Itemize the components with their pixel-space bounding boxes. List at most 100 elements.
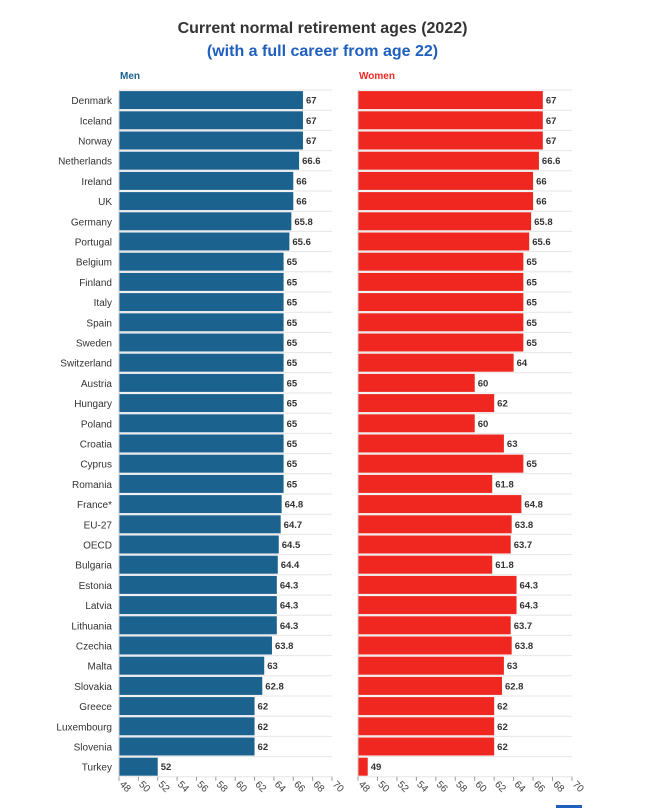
tick-label: 62 — [492, 779, 508, 795]
data-label-women: 60 — [478, 378, 489, 389]
bar-women — [358, 232, 530, 251]
scroll-indicator — [556, 805, 582, 808]
data-label-men: 66.6 — [302, 156, 321, 167]
data-label-men: 62 — [258, 742, 269, 753]
category-label: Lithuania — [71, 621, 112, 632]
bar-women — [358, 717, 495, 736]
bar-men — [119, 555, 278, 574]
data-label-women: 65 — [526, 257, 537, 268]
chart-subtitle: (with a full career from age 22) — [206, 43, 439, 60]
data-label-men: 64.5 — [282, 540, 301, 551]
data-label-men: 52 — [161, 762, 172, 773]
bar-women — [358, 737, 495, 756]
data-label-men: 64.3 — [280, 621, 299, 632]
bar-women — [358, 495, 522, 514]
bar-men — [119, 212, 292, 231]
bar-women — [358, 91, 543, 110]
category-label: Austria — [81, 379, 113, 390]
category-label: Finland — [79, 278, 112, 289]
category-label: Malta — [88, 662, 113, 673]
data-label-women: 65 — [526, 318, 537, 329]
bar-men — [119, 616, 277, 635]
data-label-women: 63.7 — [514, 540, 533, 551]
category-label: Netherlands — [58, 157, 112, 168]
data-label-women: 62.8 — [505, 681, 524, 692]
bar-men — [119, 515, 281, 534]
category-label: Croatia — [80, 440, 113, 451]
data-label-men: 65 — [287, 318, 298, 329]
bar-men — [119, 192, 294, 211]
bar-men — [119, 757, 158, 776]
category-label: UK — [98, 197, 112, 208]
bar-women — [358, 373, 475, 392]
data-label-women: 63.7 — [514, 621, 533, 632]
bar-women — [358, 697, 495, 716]
tick-label: 62 — [252, 779, 268, 795]
bar-men — [119, 434, 284, 453]
category-label: Belgium — [76, 258, 112, 269]
category-label: Bulgaria — [75, 561, 112, 572]
tick-label: 64 — [512, 779, 528, 795]
bar-women — [358, 333, 524, 352]
data-label-men: 64.4 — [281, 560, 300, 571]
bar-women — [358, 454, 524, 473]
category-label: Czechia — [76, 642, 113, 653]
bar-men — [119, 697, 255, 716]
category-label: OECD — [83, 541, 112, 552]
bar-women — [358, 434, 504, 453]
data-label-women: 65 — [526, 277, 537, 288]
tick-label: 54 — [175, 779, 191, 795]
bar-men — [119, 171, 294, 190]
data-label-men: 67 — [306, 96, 317, 107]
data-label-women: 64.3 — [520, 580, 539, 591]
bar-women — [358, 293, 524, 312]
data-label-men: 64.3 — [280, 601, 299, 612]
tick-label: 66 — [291, 779, 307, 795]
bar-women — [358, 757, 368, 776]
data-label-men: 67 — [306, 136, 317, 147]
tick-label: 64 — [272, 779, 288, 795]
data-label-men: 62 — [258, 722, 269, 733]
data-label-men: 65 — [287, 257, 298, 268]
bar-women — [358, 252, 524, 271]
bar-men — [119, 232, 290, 251]
bar-men — [119, 656, 265, 675]
tick-label: 70 — [570, 779, 586, 795]
tick-label: 50 — [136, 779, 152, 795]
tick-label: 48 — [356, 779, 372, 795]
data-label-men: 65 — [287, 419, 298, 430]
bar-women — [358, 575, 517, 594]
category-label: EU-27 — [84, 520, 113, 531]
bar-women — [358, 676, 502, 695]
bar-men — [119, 737, 255, 756]
bar-women — [358, 535, 511, 554]
data-label-men: 62.8 — [265, 681, 284, 692]
category-label: Turkey — [82, 763, 112, 774]
bar-men — [119, 474, 284, 493]
data-label-men: 67 — [306, 116, 317, 127]
bar-women — [358, 636, 512, 655]
data-label-women: 66 — [536, 197, 547, 208]
data-label-women: 66 — [536, 176, 547, 187]
bar-women — [358, 414, 475, 433]
data-label-men: 65 — [287, 459, 298, 470]
data-label-men: 65 — [287, 439, 298, 450]
tick-label: 58 — [214, 779, 230, 795]
panel-header-men: Men — [120, 71, 140, 82]
bar-men — [119, 373, 284, 392]
data-label-women: 63 — [507, 661, 518, 672]
data-label-men: 66 — [296, 176, 307, 187]
tick-label: 56 — [434, 779, 450, 795]
bar-women — [358, 474, 493, 493]
bar-women — [358, 394, 495, 413]
bar-men — [119, 293, 284, 312]
chart-title: Current normal retirement ages (2022) — [177, 20, 468, 37]
bar-men — [119, 495, 282, 514]
data-label-women: 63.8 — [515, 520, 534, 531]
data-label-women: 64 — [517, 358, 528, 369]
data-label-men: 65 — [287, 399, 298, 410]
category-label: Spain — [86, 318, 112, 329]
data-label-men: 63.8 — [275, 641, 294, 652]
bar-men — [119, 596, 277, 615]
